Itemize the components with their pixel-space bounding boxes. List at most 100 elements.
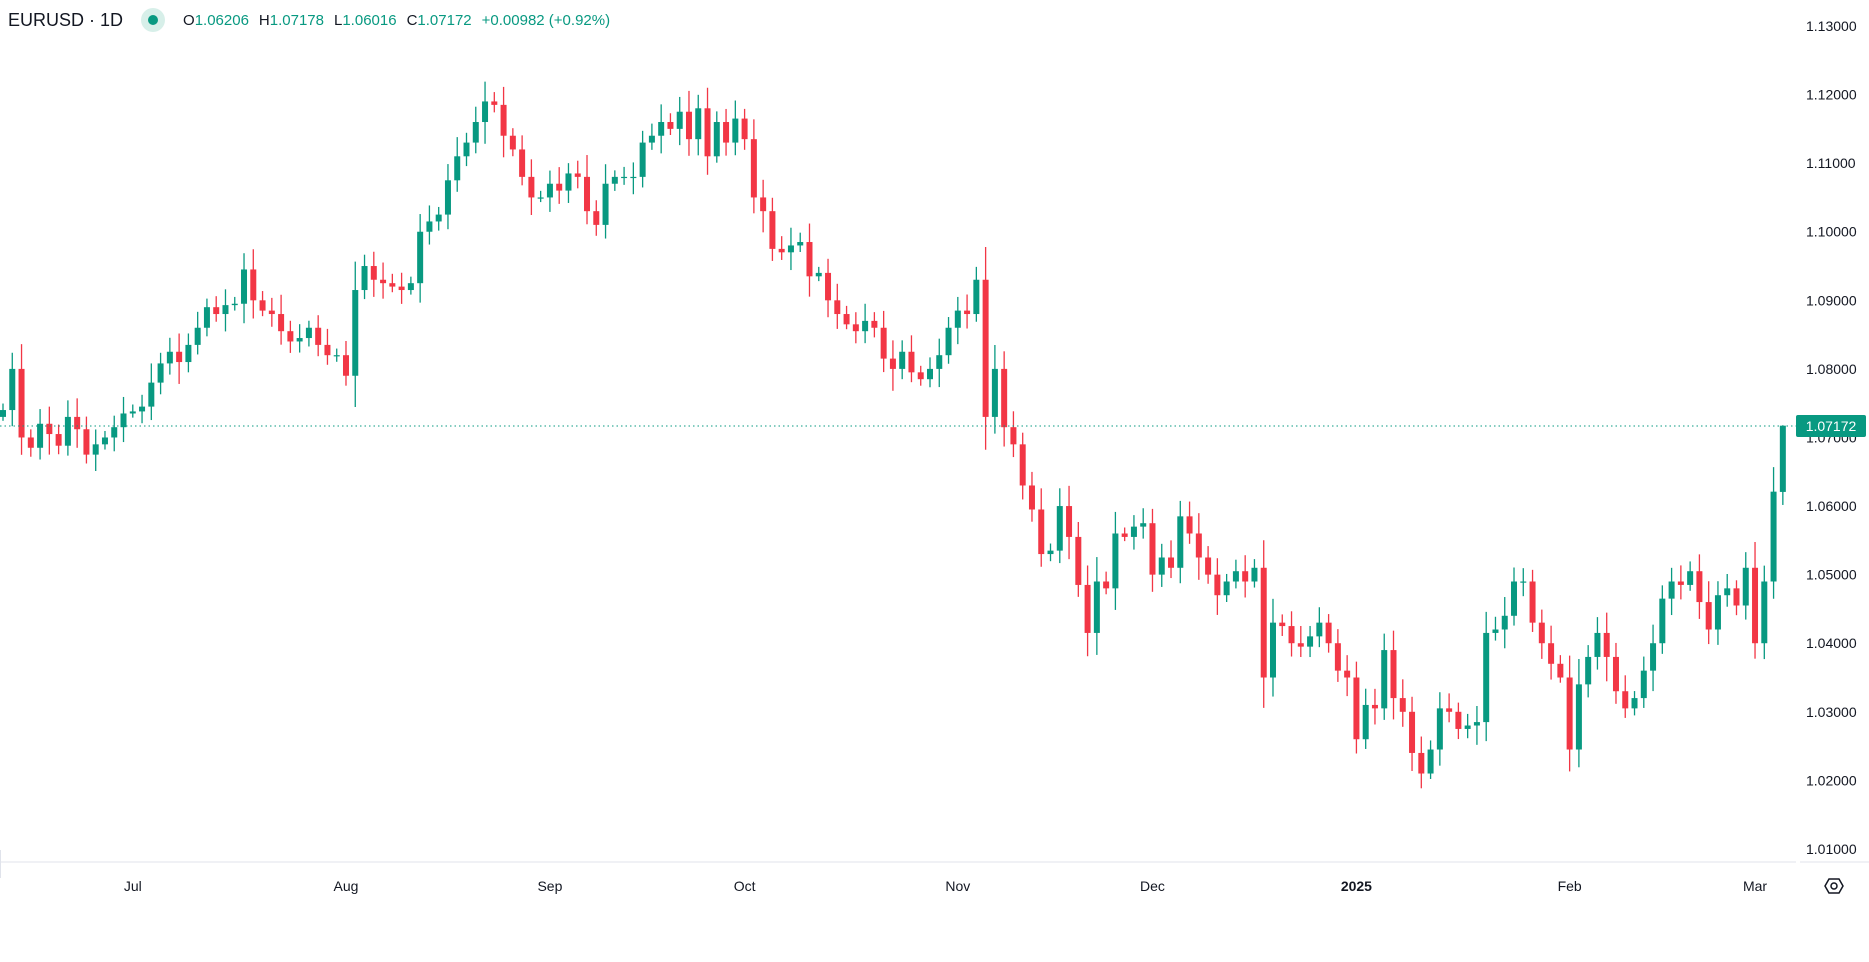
candle-body — [723, 122, 730, 143]
candle — [176, 333, 183, 384]
candle — [667, 113, 674, 136]
candle-body — [1260, 567, 1267, 678]
candle — [472, 106, 479, 154]
candle-body — [973, 279, 980, 315]
candle — [444, 164, 451, 230]
candle — [1622, 675, 1629, 718]
candle — [1455, 702, 1462, 740]
candle — [639, 130, 646, 188]
candle — [537, 190, 544, 203]
candle — [1650, 624, 1657, 692]
candle-body — [1696, 571, 1703, 603]
candle — [1696, 554, 1703, 619]
candle — [1390, 630, 1397, 720]
candle — [250, 249, 257, 319]
candle-body — [1112, 533, 1119, 589]
candles — [0, 81, 1786, 789]
candle-body — [1186, 516, 1193, 534]
candle-body — [1714, 595, 1721, 630]
candle-body — [1177, 516, 1184, 568]
market-status-icon[interactable] — [141, 8, 166, 32]
candle — [797, 232, 804, 253]
candle-body — [315, 327, 322, 345]
price-tick-label: 1.13000 — [1806, 18, 1857, 34]
candle-body — [444, 180, 451, 215]
candle-body — [787, 245, 794, 253]
candle — [917, 365, 924, 386]
candle — [1307, 625, 1314, 658]
candle-body — [1334, 643, 1341, 671]
candle — [1269, 598, 1276, 697]
candle-body — [1409, 711, 1416, 753]
candle-body — [1473, 722, 1480, 726]
candle-body — [1047, 550, 1054, 555]
candle-body — [1251, 567, 1258, 582]
candle-body — [1269, 622, 1276, 678]
candle — [685, 90, 692, 156]
candle — [222, 289, 229, 332]
candle — [565, 163, 572, 203]
time-axis[interactable]: Jul Aug Sep Oct Nov Dec 2025 Feb Mar — [124, 878, 1768, 894]
price-axis[interactable]: 1.13000 1.12000 1.11000 1.10000 1.09000 1.080… — [1806, 18, 1857, 857]
candle-body — [1575, 684, 1582, 750]
candle-body — [83, 429, 90, 455]
candle — [1084, 565, 1091, 657]
candle-body — [546, 183, 553, 198]
candle-body — [621, 176, 628, 179]
candle-body — [417, 231, 424, 284]
candle — [1473, 705, 1480, 745]
candle-body — [1585, 656, 1592, 685]
candle-body — [1622, 691, 1629, 709]
candle — [1038, 488, 1045, 567]
candle — [491, 92, 498, 113]
candle-body — [713, 122, 720, 157]
candle — [380, 262, 387, 299]
candle-body — [18, 368, 25, 438]
candle — [1130, 515, 1137, 550]
candle — [852, 312, 859, 344]
candle — [1705, 581, 1712, 645]
candle-body — [695, 108, 702, 140]
candle — [825, 258, 832, 318]
time-tick-label: Aug — [334, 878, 359, 894]
candle — [1687, 561, 1694, 591]
candle-body — [213, 307, 220, 315]
candle-body — [1418, 752, 1425, 774]
candle-body — [1353, 677, 1360, 740]
gear-hexagon-icon[interactable] — [1822, 874, 1846, 898]
candle — [1066, 485, 1073, 560]
time-tick-label: Mar — [1743, 878, 1767, 894]
candle-body — [426, 221, 433, 232]
candle — [676, 96, 683, 146]
candle-body — [1066, 506, 1073, 537]
candle-body — [435, 214, 442, 222]
candle-body — [1075, 536, 1082, 585]
candle — [528, 159, 535, 216]
candle-body — [1631, 698, 1638, 709]
time-tick-label: Nov — [945, 878, 970, 894]
candle-body — [1687, 571, 1694, 585]
candle — [1362, 688, 1369, 749]
candle-body — [704, 108, 711, 157]
candle-body — [407, 283, 414, 291]
candle — [370, 251, 377, 297]
candle — [1288, 611, 1295, 657]
candle-body — [1371, 704, 1378, 709]
high-value: H1.07178 — [258, 11, 324, 29]
candle — [750, 119, 757, 214]
candle — [584, 155, 591, 225]
candle — [1575, 659, 1582, 768]
candle-body — [1752, 567, 1759, 644]
candle-body — [1242, 571, 1249, 582]
candle — [231, 296, 238, 311]
time-tick-label: Jul — [124, 878, 142, 894]
candle-body — [129, 411, 136, 414]
price-tick-label: 1.06000 — [1806, 498, 1857, 514]
candle — [1140, 508, 1147, 539]
candle — [611, 170, 618, 191]
symbol-interval[interactable]: EURUSD · 1D — [8, 9, 124, 30]
candle-body — [1603, 632, 1610, 657]
candle — [1409, 696, 1416, 771]
time-tick-label: Dec — [1140, 878, 1165, 894]
